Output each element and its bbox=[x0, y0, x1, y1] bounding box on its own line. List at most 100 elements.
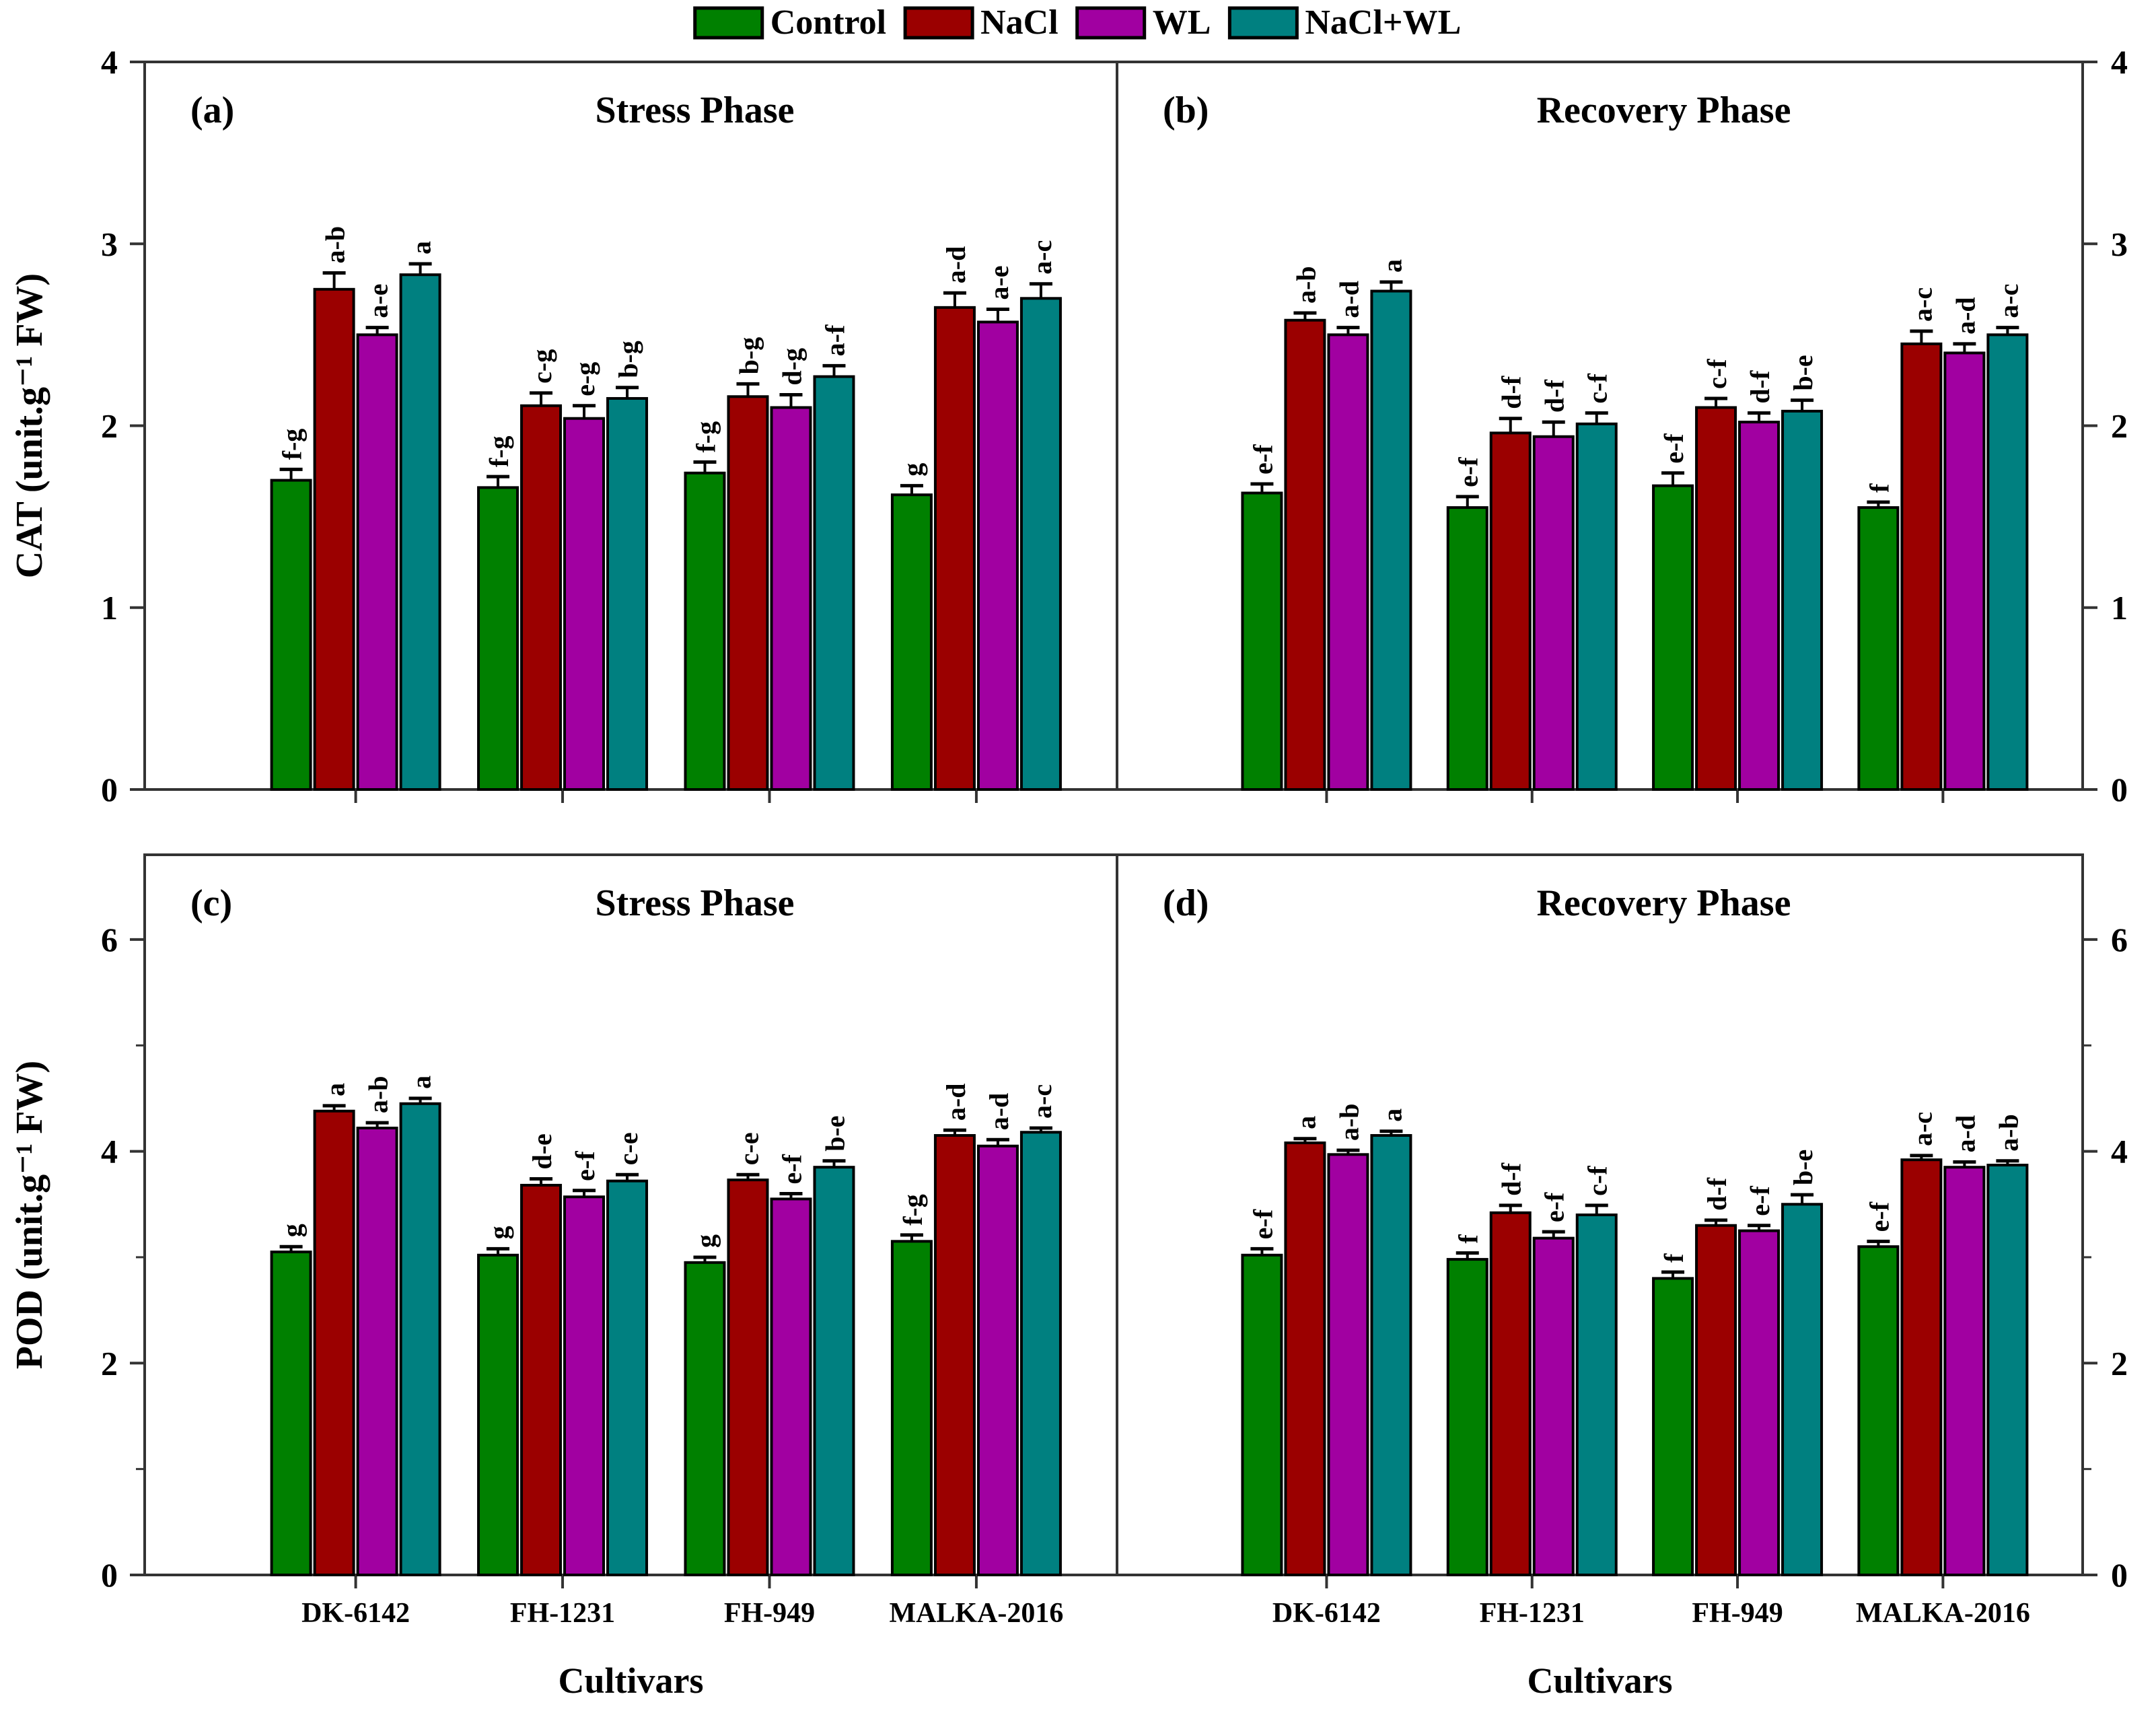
legend: Control NaCl WL NaCl+WL bbox=[693, 3, 1461, 42]
bar bbox=[399, 273, 441, 791]
bar bbox=[1370, 1133, 1412, 1577]
y-tick-label: 2 bbox=[101, 407, 118, 445]
sig-letter: c-f bbox=[1583, 1166, 1613, 1196]
sig-letter: e-f bbox=[1745, 1186, 1775, 1216]
sig-letter: c-e bbox=[613, 1132, 643, 1165]
sig-letter: f-g bbox=[277, 429, 308, 460]
x-tick-label: DK-6142 bbox=[1272, 1598, 1381, 1629]
sig-letter: a-e bbox=[363, 283, 394, 318]
y-tick-label: 0 bbox=[101, 771, 118, 808]
sig-letter: e-f bbox=[1659, 433, 1689, 464]
sig-letter: f bbox=[1864, 483, 1894, 493]
x-tick-label: MALKA-2016 bbox=[1856, 1598, 2030, 1629]
bar bbox=[477, 1253, 519, 1576]
bar bbox=[1652, 484, 1694, 791]
sig-letter: a-c bbox=[1907, 287, 1937, 322]
y-tick-label: 0 bbox=[2111, 1556, 2128, 1594]
legend-label: NaCl bbox=[980, 3, 1058, 42]
bar bbox=[1652, 1277, 1694, 1576]
sig-letter: a-c bbox=[1027, 240, 1057, 275]
sig-letter: a-d bbox=[1334, 281, 1364, 318]
sig-letter: a-d bbox=[984, 1093, 1014, 1131]
sig-letter: d-f bbox=[1540, 380, 1570, 413]
y-tick-label: 3 bbox=[2111, 225, 2128, 262]
y-tick-label: 3 bbox=[101, 225, 118, 262]
x-tick-label: FH-949 bbox=[1692, 1598, 1783, 1629]
sig-letter: a-f bbox=[820, 324, 850, 356]
sig-letter: b-e bbox=[820, 1115, 850, 1151]
y-tick-label: 4 bbox=[101, 1133, 118, 1170]
y-tick-label: 6 bbox=[101, 921, 118, 958]
sig-letter: f bbox=[1659, 1253, 1689, 1263]
bar bbox=[1241, 1253, 1283, 1576]
y-axis-title: POD (unit.g⁻¹ FW) bbox=[9, 1061, 50, 1370]
bar bbox=[270, 1251, 312, 1576]
x-tick-label: DK-6142 bbox=[301, 1598, 410, 1629]
legend-swatch bbox=[903, 6, 974, 40]
sig-letter: a-b bbox=[1993, 1114, 2023, 1152]
sig-letter: g bbox=[484, 1226, 514, 1239]
bar bbox=[563, 417, 606, 791]
y-tick-label: 0 bbox=[2111, 771, 2128, 808]
sig-letter: g bbox=[690, 1234, 721, 1248]
y-axis-title: CAT (unit.g⁻¹ FW) bbox=[9, 273, 50, 578]
legend-label: WL bbox=[1153, 3, 1211, 42]
sig-letter: a-b bbox=[363, 1076, 394, 1114]
y-tick-label: 4 bbox=[2111, 1133, 2128, 1170]
sig-letter: a-c bbox=[1993, 283, 2023, 318]
sig-letter: g bbox=[277, 1224, 308, 1237]
sig-letter: e-f bbox=[1453, 457, 1484, 487]
bar bbox=[1575, 422, 1618, 791]
sig-letter: a-d bbox=[941, 1084, 971, 1121]
y-tick-label: 2 bbox=[2111, 407, 2128, 445]
bar bbox=[520, 404, 563, 791]
bar bbox=[684, 471, 726, 791]
bar bbox=[813, 375, 855, 791]
sig-letter: e-f bbox=[570, 1151, 600, 1181]
sig-letter: e-f bbox=[1248, 444, 1278, 475]
sig-letter: b-e bbox=[1788, 1150, 1818, 1185]
sig-letter: b-e bbox=[1788, 355, 1818, 390]
y-tick-label: 4 bbox=[101, 43, 118, 81]
bar bbox=[770, 1197, 812, 1577]
sig-letter: a-c bbox=[1027, 1084, 1057, 1119]
legend-swatch bbox=[693, 6, 764, 40]
sig-letter: a bbox=[1291, 1116, 1321, 1129]
bar bbox=[1327, 333, 1369, 791]
sig-letter: a-b bbox=[1291, 266, 1321, 304]
bar bbox=[976, 320, 1019, 791]
sig-letter: b-g bbox=[733, 337, 764, 375]
sig-letter: f bbox=[1453, 1234, 1484, 1244]
bar bbox=[933, 1133, 976, 1577]
sig-letter: g bbox=[898, 463, 928, 477]
bar bbox=[1695, 406, 1737, 791]
bar bbox=[606, 396, 649, 791]
bar bbox=[813, 1166, 855, 1576]
panel-tag: (c) bbox=[190, 882, 232, 924]
sig-letter: a bbox=[1377, 259, 1407, 273]
bar bbox=[727, 1179, 769, 1576]
sig-letter: e-f bbox=[1864, 1201, 1894, 1232]
legend-swatch bbox=[1075, 6, 1147, 40]
sig-letter: b-g bbox=[613, 341, 643, 378]
bar bbox=[1781, 1203, 1824, 1576]
panel-c: 0 2 4 6 DK-6142 g a a-b a FH-1231 g d-e e-f c-e FH-949… bbox=[9, 853, 1118, 1701]
bar bbox=[399, 1102, 441, 1576]
x-tick-label: MALKA-2016 bbox=[889, 1598, 1063, 1629]
panel-tag: (d) bbox=[1163, 882, 1209, 924]
sig-letter: a-b bbox=[1334, 1103, 1364, 1141]
y-tick-label: 4 bbox=[2111, 43, 2128, 81]
y-tick-label: 2 bbox=[2111, 1344, 2128, 1382]
sig-letter: a bbox=[406, 1076, 437, 1089]
sig-letter: f-g bbox=[484, 436, 514, 468]
bar bbox=[1532, 435, 1575, 791]
x-axis-title: Cultivars bbox=[1528, 1660, 1673, 1701]
bar bbox=[976, 1144, 1019, 1576]
bar bbox=[1284, 318, 1326, 791]
sig-letter: d-f bbox=[1497, 1162, 1527, 1196]
bar bbox=[1738, 421, 1781, 791]
bar bbox=[890, 1240, 933, 1577]
bar bbox=[356, 1126, 398, 1576]
panel-d: 0 2 4 6 DK-6142 e-f a a-b a FH-1231 f d-f e-f c-f FH-9… bbox=[1116, 853, 2128, 1701]
sig-letter: c-e bbox=[733, 1132, 764, 1165]
